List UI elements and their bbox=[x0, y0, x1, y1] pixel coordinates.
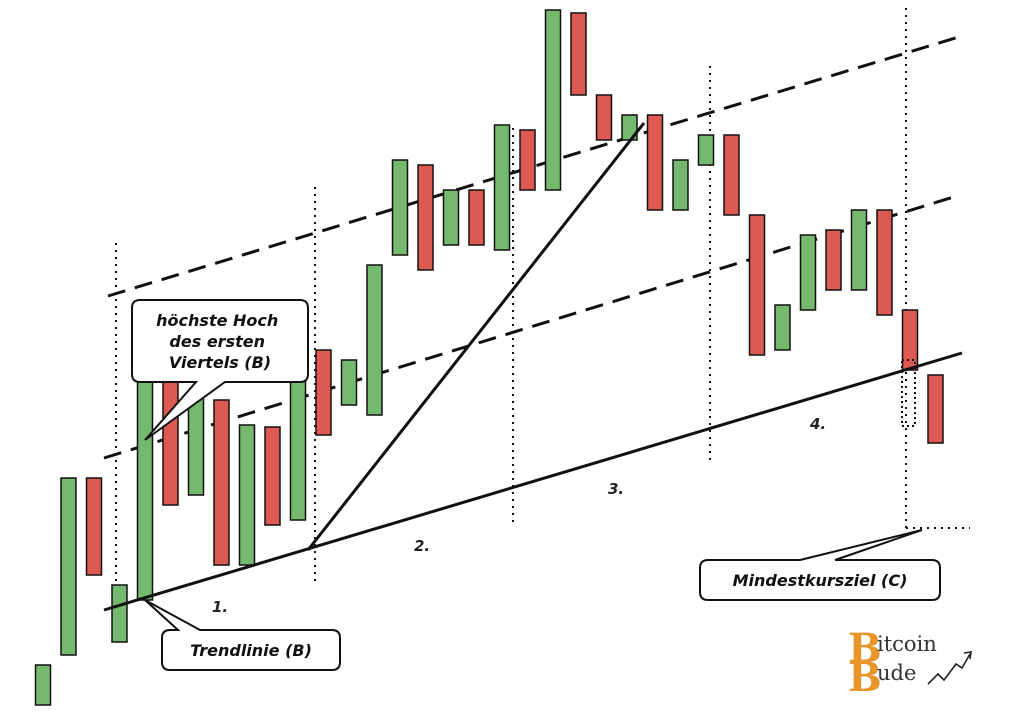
candle-19 bbox=[493, 124, 511, 251]
candle-25 bbox=[646, 114, 664, 211]
candle-33 bbox=[850, 209, 868, 291]
candles bbox=[34, 9, 944, 706]
bubble-target: Mindestkursziel (C) bbox=[699, 529, 941, 601]
candle-10 bbox=[264, 426, 281, 526]
candle-6 bbox=[162, 374, 179, 506]
candle-18 bbox=[468, 189, 485, 246]
candle-28 bbox=[723, 134, 740, 216]
candle-12 bbox=[315, 349, 332, 436]
logo-letter-b-top: B bbox=[848, 625, 882, 672]
channel-lines bbox=[103, 34, 963, 460]
bubble-trendline-text: Trendlinie (B) bbox=[190, 641, 312, 660]
bitcoinbude-logo: B itcoin B ude bbox=[848, 625, 972, 701]
upper-channel-line bbox=[107, 34, 963, 298]
bubble-highest-high: höchste Hoch des ersten Viertels (B) bbox=[131, 299, 309, 441]
candle-2 bbox=[60, 477, 77, 656]
quarter-labels: 1. 2. 3. 4. bbox=[212, 415, 826, 616]
candle-8 bbox=[213, 399, 230, 566]
candle-26 bbox=[672, 159, 689, 211]
candle-7 bbox=[187, 394, 205, 496]
candle-4 bbox=[111, 584, 128, 643]
breakout-candle-marker bbox=[901, 359, 916, 427]
candle-13 bbox=[340, 359, 358, 406]
steep-trendline bbox=[306, 122, 646, 551]
candle-5 bbox=[136, 367, 154, 601]
candle-1 bbox=[34, 664, 52, 706]
candle-16 bbox=[417, 164, 434, 271]
trend-lines bbox=[103, 122, 963, 612]
quarter-dividers bbox=[115, 8, 970, 640]
candle-31 bbox=[799, 234, 817, 311]
candle-27 bbox=[697, 134, 715, 166]
bubble-target-text: Mindestkursziel (C) bbox=[733, 571, 908, 590]
logo-text-itcoin: itcoin bbox=[877, 632, 937, 656]
candle-20 bbox=[519, 129, 536, 191]
logo-text-ude: ude bbox=[877, 661, 916, 685]
candle-36 bbox=[927, 374, 944, 444]
candle-32 bbox=[825, 229, 842, 291]
candle-29 bbox=[748, 214, 766, 356]
candle-34 bbox=[876, 209, 893, 316]
middle-channel-line bbox=[103, 193, 961, 460]
candle-15 bbox=[391, 159, 409, 256]
candle-17 bbox=[442, 189, 460, 246]
candle-30 bbox=[774, 304, 791, 351]
trend-arrow-icon bbox=[927, 651, 972, 685]
svg-text:höchste Hoch des ersten: höchste Hoch des ersten Viertels (B) bbox=[156, 311, 284, 372]
quarter-label-3: 3. bbox=[608, 480, 624, 498]
candle-9 bbox=[238, 424, 256, 566]
bubble-highest-high-line-1: höchste Hoch bbox=[156, 311, 278, 330]
bubble-highest-high-line-3: Viertels (B) bbox=[169, 353, 271, 372]
candle-22 bbox=[570, 12, 587, 96]
candle-14 bbox=[366, 264, 383, 416]
logo-letter-b-bottom: B bbox=[848, 654, 882, 701]
bubble-trendline: Trendlinie (B) bbox=[144, 599, 341, 671]
bubble-highest-high-line-2: des ersten bbox=[169, 332, 265, 351]
quarter-label-2: 2. bbox=[414, 537, 430, 555]
candle-23 bbox=[595, 94, 613, 141]
quarter-label-1: 1. bbox=[212, 598, 228, 616]
quarter-label-4: 4. bbox=[809, 415, 826, 433]
candle-35 bbox=[901, 309, 919, 371]
candle-3 bbox=[85, 477, 103, 576]
main-trendline bbox=[103, 351, 963, 612]
candle-21 bbox=[544, 9, 562, 191]
